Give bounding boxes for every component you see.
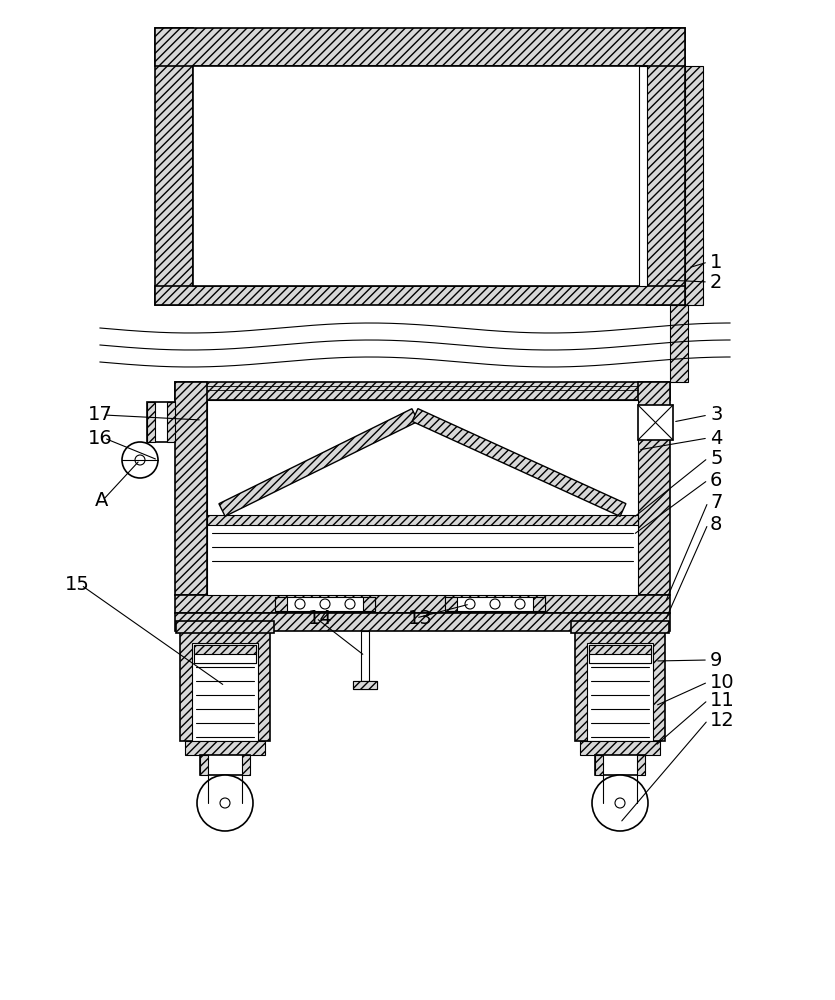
Bar — [155, 286, 685, 305]
Text: 14: 14 — [308, 608, 333, 628]
Text: 6: 6 — [710, 471, 722, 489]
Polygon shape — [219, 409, 418, 516]
Text: 12: 12 — [710, 710, 735, 730]
Circle shape — [320, 599, 330, 609]
Text: 4: 4 — [710, 428, 722, 448]
Bar — [647, 28, 685, 305]
Bar — [639, 66, 647, 286]
Bar — [200, 755, 208, 775]
Bar — [175, 382, 207, 595]
Text: 13: 13 — [408, 608, 433, 628]
Bar — [194, 645, 256, 654]
Text: 1: 1 — [710, 252, 722, 271]
Text: A: A — [95, 490, 109, 510]
Bar — [194, 645, 256, 663]
Text: 15: 15 — [65, 576, 90, 594]
Circle shape — [615, 798, 625, 808]
Text: 10: 10 — [710, 672, 735, 692]
Bar — [242, 755, 250, 775]
Bar — [193, 66, 647, 286]
Bar — [275, 597, 375, 611]
Bar — [571, 621, 669, 633]
Circle shape — [135, 455, 145, 465]
Bar — [147, 402, 175, 442]
Text: 17: 17 — [88, 406, 113, 424]
Circle shape — [220, 798, 230, 808]
Text: 7: 7 — [710, 492, 722, 512]
Bar — [155, 28, 193, 305]
Circle shape — [197, 775, 253, 831]
Circle shape — [345, 599, 355, 609]
Bar — [180, 631, 270, 741]
Circle shape — [515, 599, 525, 609]
Bar — [595, 755, 645, 775]
Bar — [638, 382, 670, 595]
Circle shape — [295, 599, 305, 609]
Text: 2: 2 — [710, 272, 722, 292]
Bar — [589, 645, 651, 654]
Bar — [175, 613, 670, 631]
Bar — [670, 305, 688, 382]
Bar — [200, 755, 250, 775]
Bar — [595, 755, 603, 775]
Bar — [192, 643, 258, 741]
Bar — [638, 405, 673, 440]
Bar — [533, 597, 545, 611]
Bar — [363, 597, 375, 611]
Polygon shape — [412, 409, 626, 516]
Circle shape — [122, 442, 158, 478]
Text: 16: 16 — [88, 428, 113, 448]
Text: 9: 9 — [710, 650, 722, 670]
Bar — [445, 597, 457, 611]
Bar — [175, 382, 670, 400]
Bar — [155, 28, 685, 66]
Text: 3: 3 — [710, 406, 722, 424]
Circle shape — [592, 775, 648, 831]
Bar — [589, 645, 651, 663]
Bar — [167, 402, 175, 442]
Bar — [685, 66, 703, 305]
Circle shape — [465, 599, 475, 609]
Text: 5: 5 — [710, 448, 722, 468]
Bar — [445, 597, 545, 611]
Text: 8: 8 — [710, 514, 722, 534]
Bar — [176, 621, 274, 633]
Bar — [175, 595, 670, 613]
Text: 11: 11 — [710, 690, 735, 710]
Bar — [147, 402, 155, 442]
Bar — [275, 597, 287, 611]
Bar — [185, 741, 265, 755]
Bar — [207, 515, 638, 525]
Bar — [637, 755, 645, 775]
Bar — [589, 645, 651, 663]
Bar — [353, 681, 377, 689]
Bar — [580, 741, 660, 755]
Bar — [353, 681, 377, 689]
Circle shape — [490, 599, 500, 609]
Bar — [207, 400, 638, 595]
Bar — [575, 631, 665, 741]
Bar — [587, 643, 653, 741]
Bar — [361, 631, 369, 681]
Bar — [194, 645, 256, 663]
